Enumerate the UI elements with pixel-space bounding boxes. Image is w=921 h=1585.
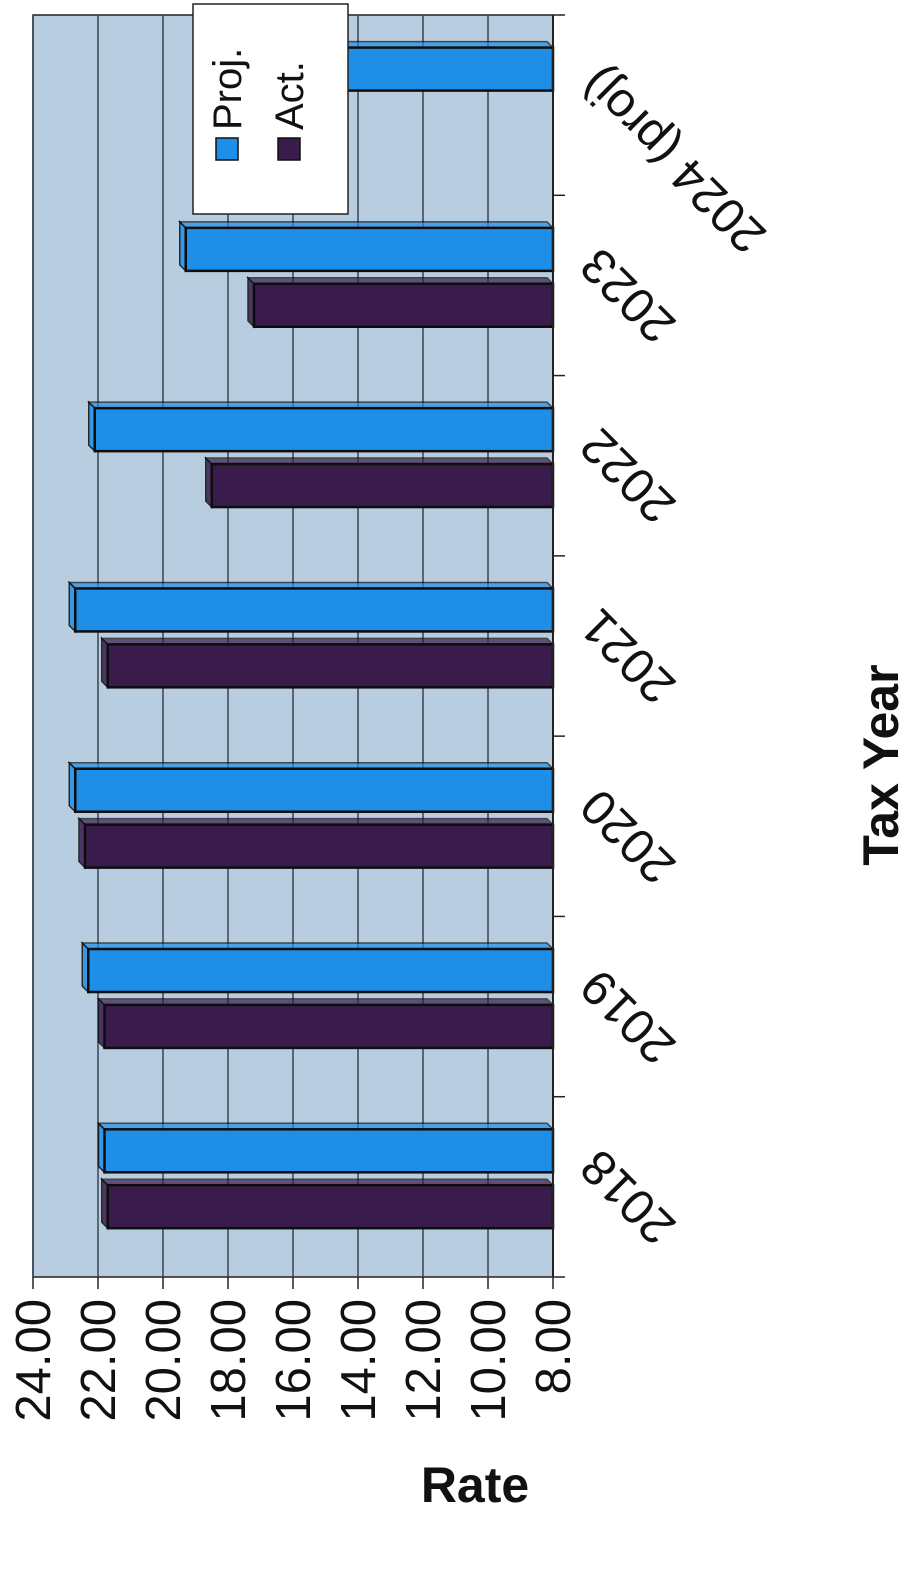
bar-proj-2020 [74, 767, 555, 813]
x-tick-label: 2023 [571, 238, 686, 353]
legend-box [192, 3, 349, 215]
x-tick-label: 2019 [571, 959, 686, 1074]
y-tick-label: 8.00 [527, 1299, 581, 1394]
y-tick-label: 18.00 [202, 1299, 256, 1422]
y-tick-label: 20.00 [137, 1299, 191, 1422]
bar-proj-2019 [87, 947, 555, 994]
y-axis-title: Rate [421, 1457, 529, 1513]
legend-swatch-act [277, 137, 301, 161]
legend-label-proj: Proj. [206, 48, 250, 130]
x-tick-label: 2020 [571, 779, 686, 894]
bar-proj-2018 [103, 1128, 555, 1174]
y-tick-label: 22.00 [72, 1299, 126, 1422]
y-tick-label: 24.00 [7, 1299, 61, 1422]
y-tick-labels: 24.00 22.00 20.00 18.00 16.00 14.00 12.00 10.00… [7, 1299, 581, 1422]
x-tick-label: 2022 [571, 418, 686, 533]
x-axis-title: Tax Year [853, 664, 909, 865]
legend-swatch-proj [215, 137, 239, 161]
bar-act-2022 [210, 462, 555, 509]
bar-act-2019 [103, 1003, 555, 1050]
legend-label-act: Act. [268, 61, 312, 130]
bar-act-2021 [106, 643, 555, 689]
bar-act-2018 [106, 1183, 555, 1230]
bar-proj-2021 [74, 587, 555, 633]
x-tick-label: 2024 (proj) [571, 57, 777, 263]
x-tick-label: 2018 [571, 1139, 686, 1254]
bar-proj-2023 [184, 226, 555, 273]
bar-act-2020 [83, 823, 555, 869]
legend: Proj. Act. [192, 3, 349, 215]
y-tick-label: 10.00 [462, 1299, 516, 1422]
y-tick-label: 12.00 [397, 1299, 451, 1422]
y-tick-label: 16.00 [267, 1299, 321, 1422]
chart-content: 24.00 22.00 20.00 18.00 16.00 14.00 12.00 10.00… [7, 3, 909, 1513]
axes [32, 14, 565, 1289]
y-tick-label: 14.00 [332, 1299, 386, 1422]
bar-act-2023 [252, 282, 555, 329]
x-tick-label: 2021 [571, 598, 686, 713]
bar-proj-2022 [93, 406, 555, 453]
